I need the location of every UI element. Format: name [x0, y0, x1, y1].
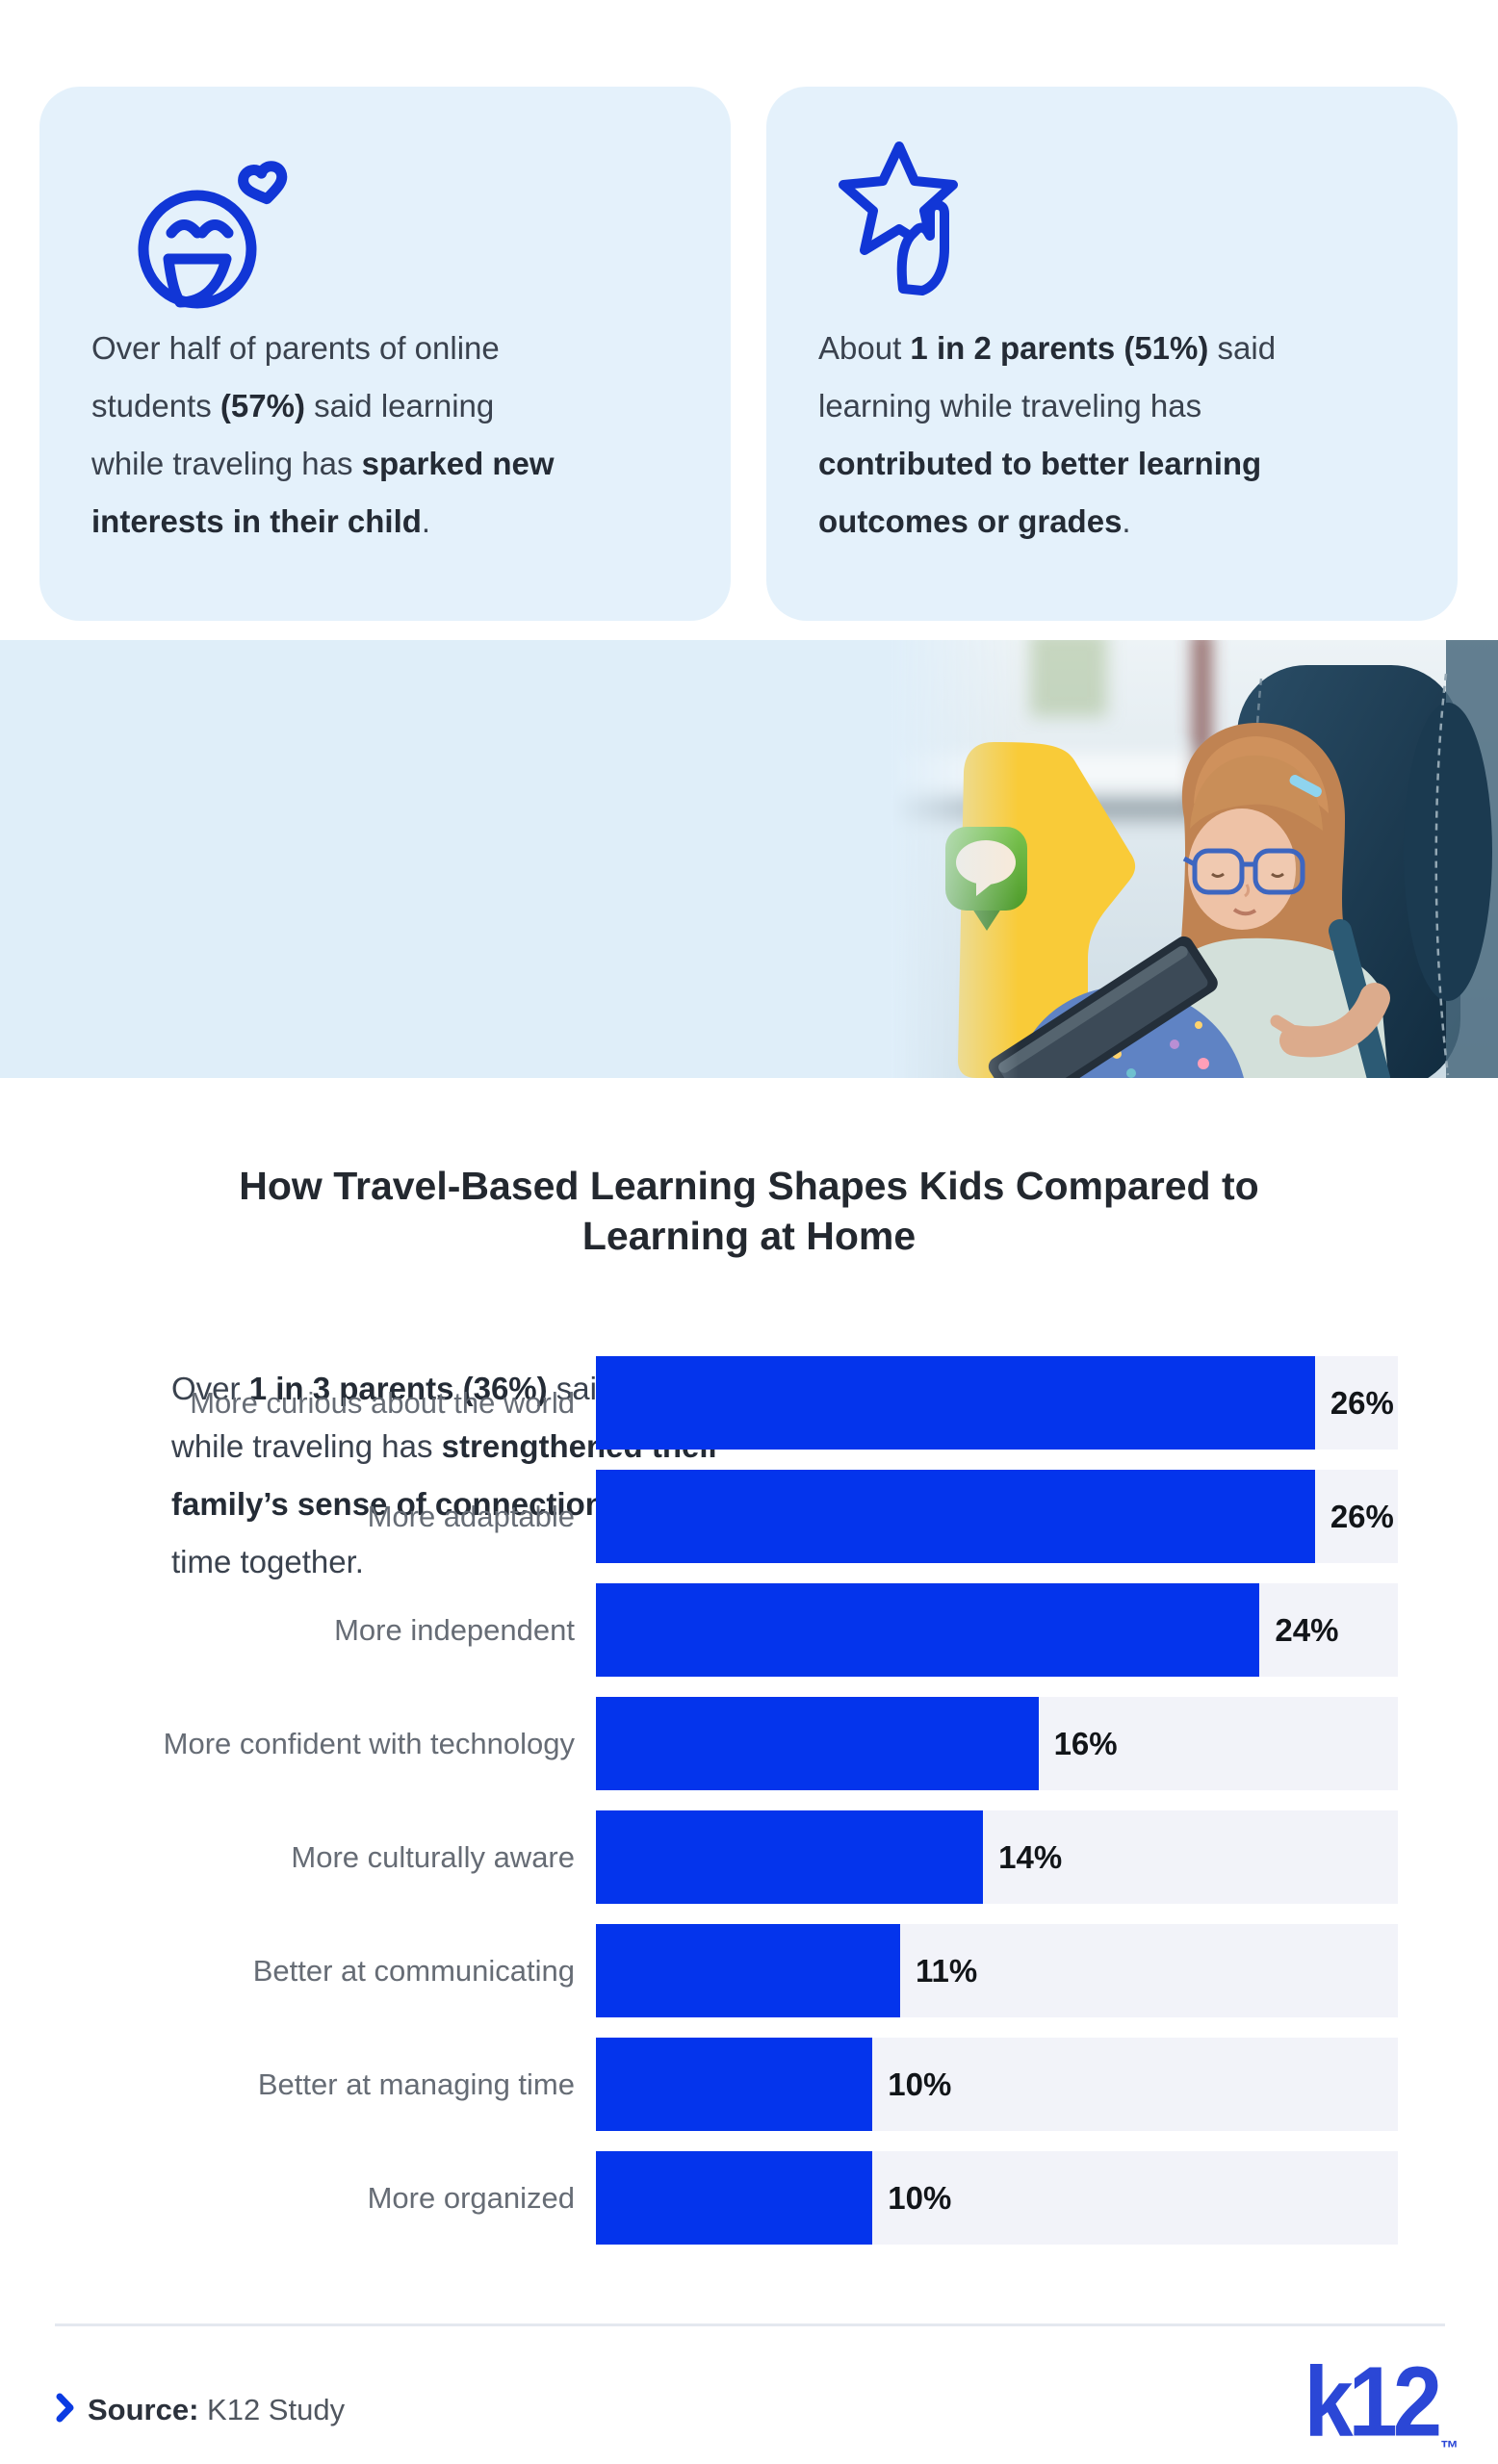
chart-row: Better at communicating 11%	[0, 1924, 1498, 2017]
bar-fill	[596, 1924, 900, 2017]
source-value: K12 Study	[198, 2393, 346, 2426]
stat-cards-row: Over half of parents of online students …	[39, 87, 1459, 621]
bar-track: 16%	[596, 1697, 1398, 1790]
star-hand-icon	[830, 137, 984, 305]
bar-category-label: More adaptable	[367, 1499, 575, 1533]
chart-row: Better at managing time 10%	[0, 2038, 1498, 2131]
hero-section: Over 1 in 3 parents (36%) said learning …	[0, 640, 1498, 1579]
source-label: Source:	[88, 2393, 199, 2426]
trademark-symbol: ™	[1440, 2437, 1459, 2461]
bar-category-label: More confident with technology	[163, 1726, 575, 1760]
stat-card-better-outcomes: About 1 in 2 parents (51%) said learning…	[766, 87, 1458, 621]
bar-fill	[596, 1583, 1260, 1677]
bar-category-label: Better at communicating	[252, 1953, 575, 1988]
chart-row: More confident with technology 16%	[0, 1697, 1498, 1790]
bar-value-label: 24%	[1275, 1611, 1339, 1648]
source-text: Source: K12 Study	[88, 2393, 345, 2427]
chart-row: More independent 24%	[0, 1583, 1498, 1677]
bar-track: 26%	[596, 1356, 1398, 1450]
bar-fill	[596, 1470, 1315, 1563]
photo-fade-overlay	[855, 640, 1019, 1078]
smiley-heart-icon	[128, 137, 292, 324]
k12-logo: k12 ™	[1304, 2347, 1459, 2461]
source-line: Source: K12 Study	[56, 2393, 345, 2427]
bar-value-label: 26%	[1330, 1498, 1394, 1534]
bar-value-label: 14%	[998, 1838, 1063, 1875]
bar-value-label: 26%	[1330, 1384, 1394, 1421]
chart-row: More culturally aware 14%	[0, 1810, 1498, 1904]
bar-value-label: 10%	[888, 2179, 952, 2216]
bar-fill	[596, 2038, 873, 2131]
bar-value-label: 11%	[915, 1952, 978, 1989]
footer-divider	[55, 2323, 1445, 2326]
bar-track: 10%	[596, 2038, 1398, 2131]
bar-fill	[596, 2151, 873, 2245]
bar-value-label: 10%	[888, 2066, 952, 2102]
bar-track: 11%	[596, 1924, 1398, 2017]
bar-fill	[596, 1356, 1315, 1450]
bar-category-label: Better at managing time	[257, 2066, 575, 2101]
chart-title: How Travel-Based Learning Shapes Kids Co…	[0, 1161, 1498, 1261]
hero-photo-girl-in-car-seat	[855, 640, 1498, 1078]
chart-row: More adaptable 26%	[0, 1470, 1498, 1563]
chart-title-line2: Learning at Home	[581, 1214, 917, 1258]
bar-fill	[596, 1697, 1039, 1790]
bar-track: 14%	[596, 1810, 1398, 1904]
bar-track: 24%	[596, 1583, 1398, 1677]
chart-row: More curious about the world 26%	[0, 1356, 1498, 1450]
chart-row: More organized 10%	[0, 2151, 1498, 2245]
bar-fill	[596, 1810, 984, 1904]
bar-category-label: More independent	[334, 1612, 575, 1647]
stat-card-sparked-interests: Over half of parents of online students …	[39, 87, 731, 621]
bar-category-label: More culturally aware	[291, 1839, 575, 1874]
bar-chart: More curious about the world 26% More ad…	[0, 1356, 1498, 2265]
bar-value-label: 16%	[1053, 1725, 1118, 1761]
chevron-right-icon	[56, 2393, 75, 2427]
bar-track: 10%	[596, 2151, 1398, 2245]
bar-category-label: More curious about the world	[190, 1385, 575, 1420]
bar-category-label: More organized	[367, 2180, 575, 2215]
bar-track: 26%	[596, 1470, 1398, 1563]
stat-card-text: Over half of parents of online students …	[91, 330, 555, 539]
chart-title-line1: How Travel-Based Learning Shapes Kids Co…	[239, 1164, 1259, 1208]
stat-card-text: About 1 in 2 parents (51%) said learning…	[818, 330, 1277, 539]
